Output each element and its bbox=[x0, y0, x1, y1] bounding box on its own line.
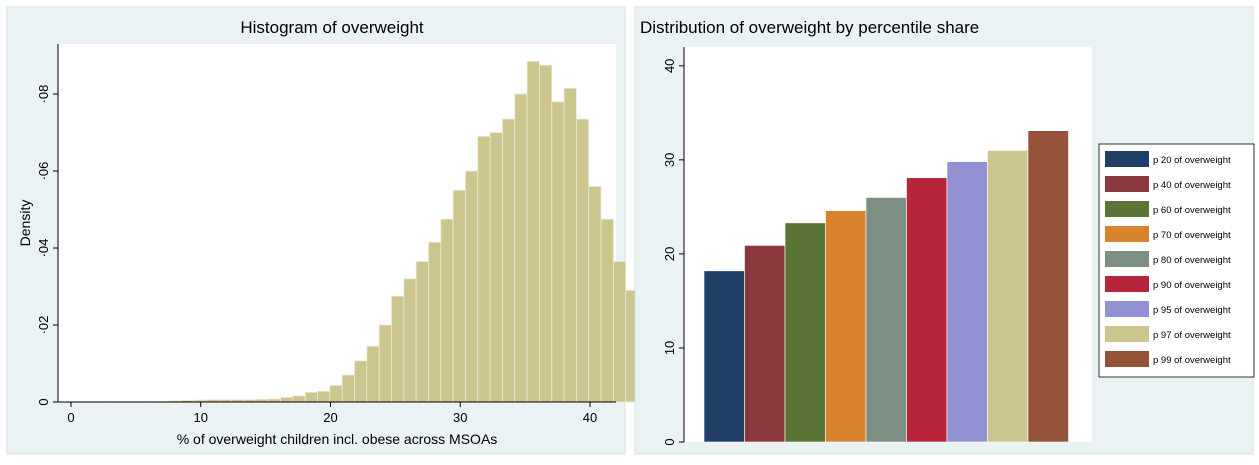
legend-swatch bbox=[1105, 176, 1149, 192]
percentile-legend: p 20 of overweight p 40 of overweight p 60… bbox=[1098, 143, 1255, 378]
histogram-bar bbox=[317, 390, 331, 403]
histogram-x-tick-label: 30 bbox=[453, 410, 467, 425]
legend-swatch bbox=[1105, 151, 1149, 167]
histogram-bar bbox=[489, 132, 503, 403]
histogram-bar bbox=[280, 396, 294, 403]
percentile-bar bbox=[906, 177, 948, 443]
percentile-bar bbox=[703, 270, 745, 443]
legend-label: p 20 of overweight bbox=[1153, 155, 1231, 166]
legend-label: p 60 of overweight bbox=[1153, 205, 1231, 216]
histogram-bar bbox=[526, 60, 540, 403]
histogram-bar bbox=[465, 170, 479, 403]
legend-swatch bbox=[1105, 276, 1149, 292]
percentile-bar bbox=[865, 197, 907, 443]
histogram-bar bbox=[613, 261, 627, 403]
histogram-bar bbox=[576, 118, 590, 403]
legend-swatch bbox=[1105, 226, 1149, 242]
histogram-bar bbox=[378, 324, 392, 403]
percentile-y-tick-label: 0 bbox=[662, 438, 677, 445]
percentile-y-tick-label: 30 bbox=[662, 153, 677, 167]
percentile-title: Distribution of overweight by percentile… bbox=[640, 18, 979, 37]
histogram-bar bbox=[292, 395, 306, 403]
legend-items: p 20 of overweight p 40 of overweight p 60… bbox=[1105, 151, 1231, 367]
histogram-bar bbox=[329, 385, 343, 403]
percentile-bar bbox=[784, 222, 826, 443]
histogram-bar bbox=[354, 360, 368, 403]
histogram-bar bbox=[440, 218, 454, 403]
histogram-bar bbox=[391, 295, 405, 403]
histogram-bar bbox=[502, 118, 516, 403]
legend-label: p 80 of overweight bbox=[1153, 255, 1231, 266]
percentile-bar bbox=[946, 161, 988, 443]
legend-swatch bbox=[1105, 326, 1149, 342]
histogram-bar bbox=[452, 189, 466, 403]
histogram-bar bbox=[304, 391, 318, 403]
histogram-bar bbox=[514, 93, 528, 403]
histogram-x-label: % of overweight children incl. obese acr… bbox=[177, 431, 498, 447]
histogram-bar bbox=[415, 261, 429, 403]
histogram-x-tick-label: 20 bbox=[323, 410, 337, 425]
legend-swatch bbox=[1105, 301, 1149, 317]
legend-label: p 70 of overweight bbox=[1153, 230, 1231, 241]
legend-label: p 40 of overweight bbox=[1153, 180, 1231, 191]
percentile-bar bbox=[1027, 130, 1069, 443]
legend-label: p 97 of overweight bbox=[1153, 330, 1231, 341]
histogram-bar bbox=[600, 218, 614, 403]
histogram-bar bbox=[403, 278, 417, 403]
histogram-title: Histogram of overweight bbox=[240, 18, 424, 37]
histogram-bar bbox=[428, 241, 442, 403]
legend-label: p 90 of overweight bbox=[1153, 280, 1231, 291]
percentile-y-tick-label: 40 bbox=[662, 59, 677, 73]
histogram-y-tick-label: ·04 bbox=[36, 239, 51, 258]
histogram-x-tick-label: 0 bbox=[67, 410, 74, 425]
percentile-bar bbox=[825, 210, 867, 443]
percentile-y-ticks: 0 10 20 30 40 bbox=[662, 59, 684, 446]
histogram-y-ticks: 0 ·02 ·04 ·06 ·08 bbox=[36, 85, 58, 406]
histogram-bar bbox=[539, 64, 553, 403]
histogram-bar bbox=[563, 87, 577, 403]
histogram-y-label: Density bbox=[17, 200, 33, 247]
percentile-bars bbox=[703, 130, 1069, 443]
percentile-y-tick-label: 10 bbox=[662, 341, 677, 355]
percentile-bar bbox=[744, 245, 786, 443]
histogram-bar bbox=[366, 345, 380, 403]
legend-label: p 99 of overweight bbox=[1153, 355, 1231, 366]
histogram-y-tick-label: ·06 bbox=[36, 162, 51, 181]
legend-swatch bbox=[1105, 351, 1149, 367]
legend-swatch bbox=[1105, 201, 1149, 217]
histogram-bar bbox=[551, 101, 565, 403]
legend-label: p 95 of overweight bbox=[1153, 305, 1231, 316]
histogram-bar bbox=[477, 135, 491, 403]
histogram-y-tick-label: 0 bbox=[36, 398, 51, 405]
histogram-x-ticks: 0 10 20 30 40 bbox=[67, 402, 597, 425]
percentile-panel: Distribution of overweight by percentile… bbox=[634, 6, 1255, 455]
histogram-x-tick-label: 40 bbox=[583, 410, 597, 425]
histogram-bar bbox=[341, 374, 355, 403]
histogram-bar bbox=[588, 186, 602, 403]
percentile-y-tick-label: 20 bbox=[662, 247, 677, 261]
histogram-x-tick-label: 10 bbox=[194, 410, 208, 425]
percentile-bar bbox=[987, 150, 1029, 443]
legend-swatch bbox=[1105, 251, 1149, 267]
histogram-y-tick-label: ·02 bbox=[36, 316, 51, 335]
histogram-y-tick-label: ·08 bbox=[36, 85, 51, 104]
